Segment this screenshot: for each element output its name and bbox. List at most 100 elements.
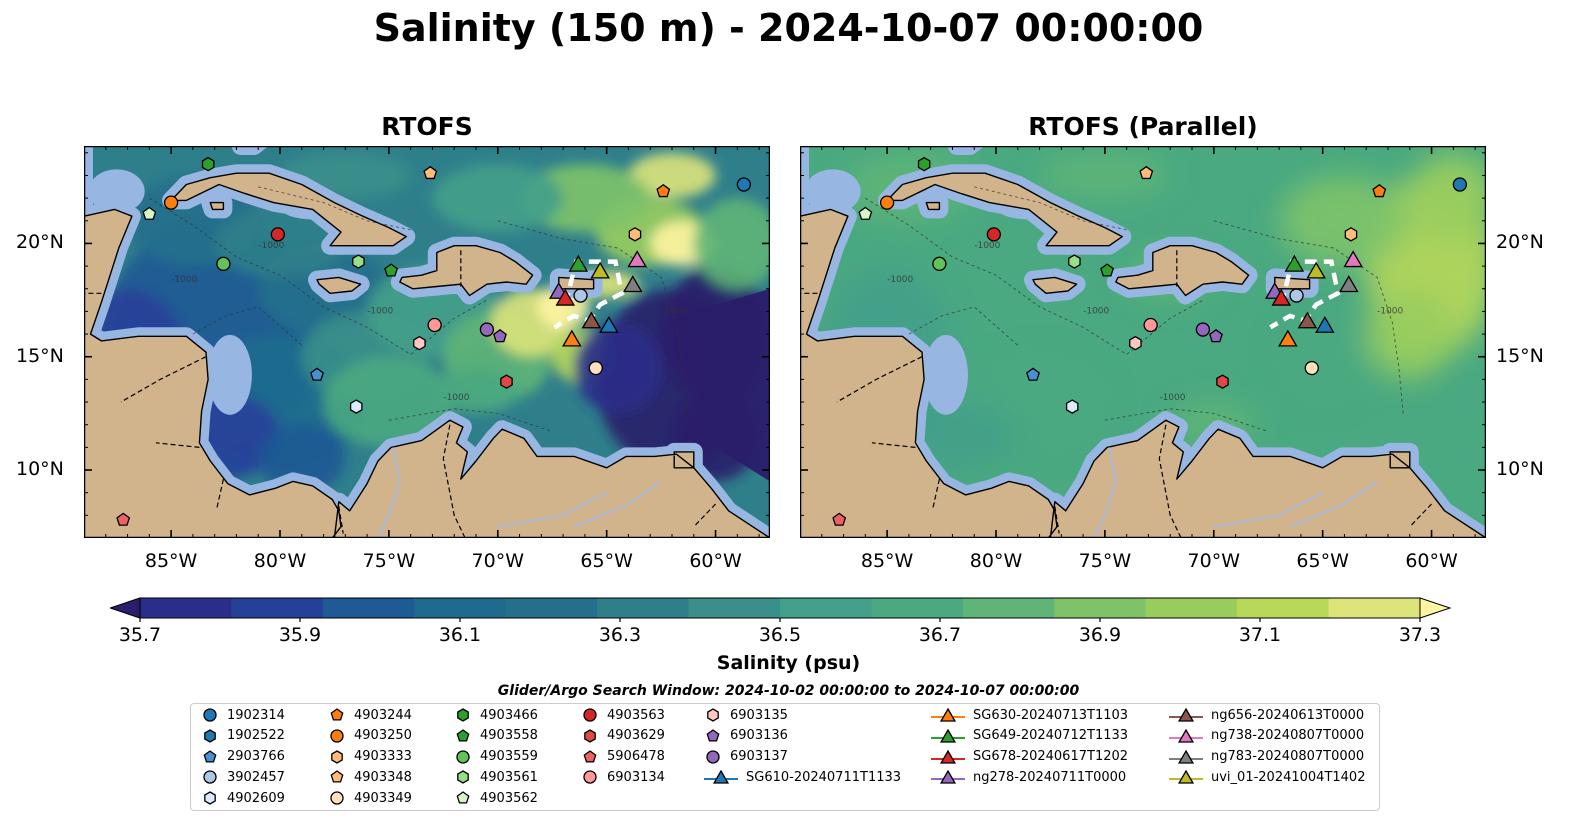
argo-float-marker	[986, 227, 1001, 242]
country-border	[338, 506, 344, 534]
glider-marker	[627, 250, 647, 268]
legend-item: SG678-20240617T1202	[931, 747, 1128, 767]
colorbar-bin	[962, 598, 1055, 618]
glider-marker	[599, 315, 619, 333]
legend-marker	[330, 708, 344, 721]
legend-item-label: 5906478	[607, 749, 665, 765]
argo-float-marker	[142, 206, 157, 220]
colorbar-bin	[1145, 598, 1238, 618]
pentagon-marker-icon	[330, 770, 344, 783]
colorbar-bin	[322, 598, 415, 618]
triangle-marker-icon	[1169, 749, 1203, 764]
legend-item: 6903136	[704, 726, 788, 746]
legend-item: ng738-20240807T0000	[1169, 726, 1364, 746]
legend-item: 4903244	[328, 705, 412, 725]
argo-float-marker	[1129, 335, 1142, 351]
legend-item: 6903134	[581, 767, 665, 787]
colorbar-tick-label: 37.1	[1238, 624, 1282, 646]
argo-float-marker	[573, 288, 588, 303]
legend-item-label: ng278-20240711T0000	[973, 769, 1127, 785]
legend-item: SG630-20240713T1103	[931, 705, 1128, 725]
circle-marker-icon	[203, 770, 217, 785]
argo-float-marker	[1209, 329, 1223, 343]
argo-float-marker	[1100, 263, 1115, 277]
legend-item: 4903250	[328, 726, 412, 746]
country-border	[216, 478, 224, 509]
argo-float-marker	[588, 360, 603, 376]
isobath-label: -1000	[171, 275, 197, 285]
legend-item-label: 4903629	[607, 728, 665, 744]
legend-title: Glider/Argo Search Window: 2024-10-02 00…	[497, 683, 1080, 699]
argo-float-marker	[736, 177, 752, 192]
legend-item: 3902457	[201, 767, 285, 787]
legend-marker	[939, 749, 957, 764]
glider-marker	[581, 311, 602, 329]
legend-item-label: 3902457	[227, 769, 285, 785]
lon-tick-label: 85°W	[860, 550, 914, 572]
colorbar-tick-label: 36.5	[758, 624, 802, 646]
glider-track	[1269, 259, 1341, 330]
lon-tick-label: 75°W	[1078, 550, 1132, 572]
colorbar-tick-label: 36.3	[598, 624, 642, 646]
argo-float-marker	[500, 374, 513, 389]
colorbar-tick-label: 37.3	[1398, 624, 1442, 646]
legend-item-label: 4902609	[227, 790, 285, 806]
argo-float-marker	[1195, 322, 1211, 337]
legend-item-label: 4903558	[480, 728, 538, 744]
argo-float-marker	[1065, 399, 1079, 414]
argo-float-marker	[1304, 360, 1319, 376]
pentagon-marker-icon	[583, 749, 597, 763]
isobath-contour	[258, 186, 411, 231]
circle-marker-icon	[583, 770, 597, 785]
argo-float-marker	[413, 335, 426, 351]
colorbar-bin	[688, 598, 781, 618]
legend-marker	[706, 749, 720, 764]
pentagon-marker-icon	[706, 728, 720, 742]
legend-item: ng656-20240613T0000	[1169, 705, 1364, 725]
triangle-marker-icon	[931, 770, 965, 785]
legend-item: ng783-20240807T0000	[1169, 747, 1364, 767]
legend-item: 4903562	[454, 788, 538, 808]
argo-float-marker	[917, 156, 931, 172]
colorbar-bin	[780, 598, 872, 618]
circle-marker-icon	[706, 749, 720, 764]
glider-marker	[1284, 254, 1305, 272]
triangle-marker-icon	[931, 707, 965, 722]
country-border	[1158, 424, 1182, 538]
glider-marker	[555, 288, 576, 306]
triangle-marker-icon	[931, 749, 965, 764]
legend-item-label: ng783-20240807T0000	[1211, 749, 1365, 765]
lat-tick-label-right: 15°N	[1496, 344, 1544, 367]
triangle-marker-icon	[1169, 770, 1203, 785]
map-frame	[800, 146, 1486, 538]
legend-item-label: 4903563	[607, 707, 665, 723]
circle-marker-icon	[203, 708, 217, 722]
legend-marker	[1177, 770, 1195, 785]
colorbar-bin	[505, 598, 598, 618]
argo-float-marker	[310, 367, 324, 381]
lon-tick-label: 70°W	[1187, 550, 1240, 572]
legend-marker	[203, 708, 217, 722]
land	[800, 146, 1486, 538]
colorbar-tick-label: 36.9	[1078, 624, 1122, 646]
glider-marker	[1278, 329, 1298, 347]
legend-item-label: SG649-20240712T1133	[973, 728, 1129, 744]
legend-marker	[204, 791, 216, 805]
circle-marker-icon	[330, 791, 344, 805]
argo-float-marker	[423, 165, 438, 180]
legend-item-label: 4903561	[480, 769, 538, 785]
hexagon-marker-icon	[457, 770, 469, 785]
argo-float-marker	[1344, 227, 1358, 242]
river	[1093, 447, 1117, 538]
glider-marker	[623, 275, 643, 293]
country-border	[932, 478, 940, 509]
legend-item-label: 6903134	[607, 769, 665, 785]
isobath-label: -1000	[258, 241, 284, 251]
isobath-label: -1000	[887, 275, 913, 285]
argo-float-marker	[270, 227, 285, 242]
argo-float-marker	[1139, 165, 1154, 180]
argo-float-marker	[349, 399, 363, 414]
triangle-marker-icon	[704, 770, 738, 785]
argo-float-marker	[1026, 367, 1040, 381]
legend-item: SG649-20240712T1133	[931, 726, 1128, 746]
